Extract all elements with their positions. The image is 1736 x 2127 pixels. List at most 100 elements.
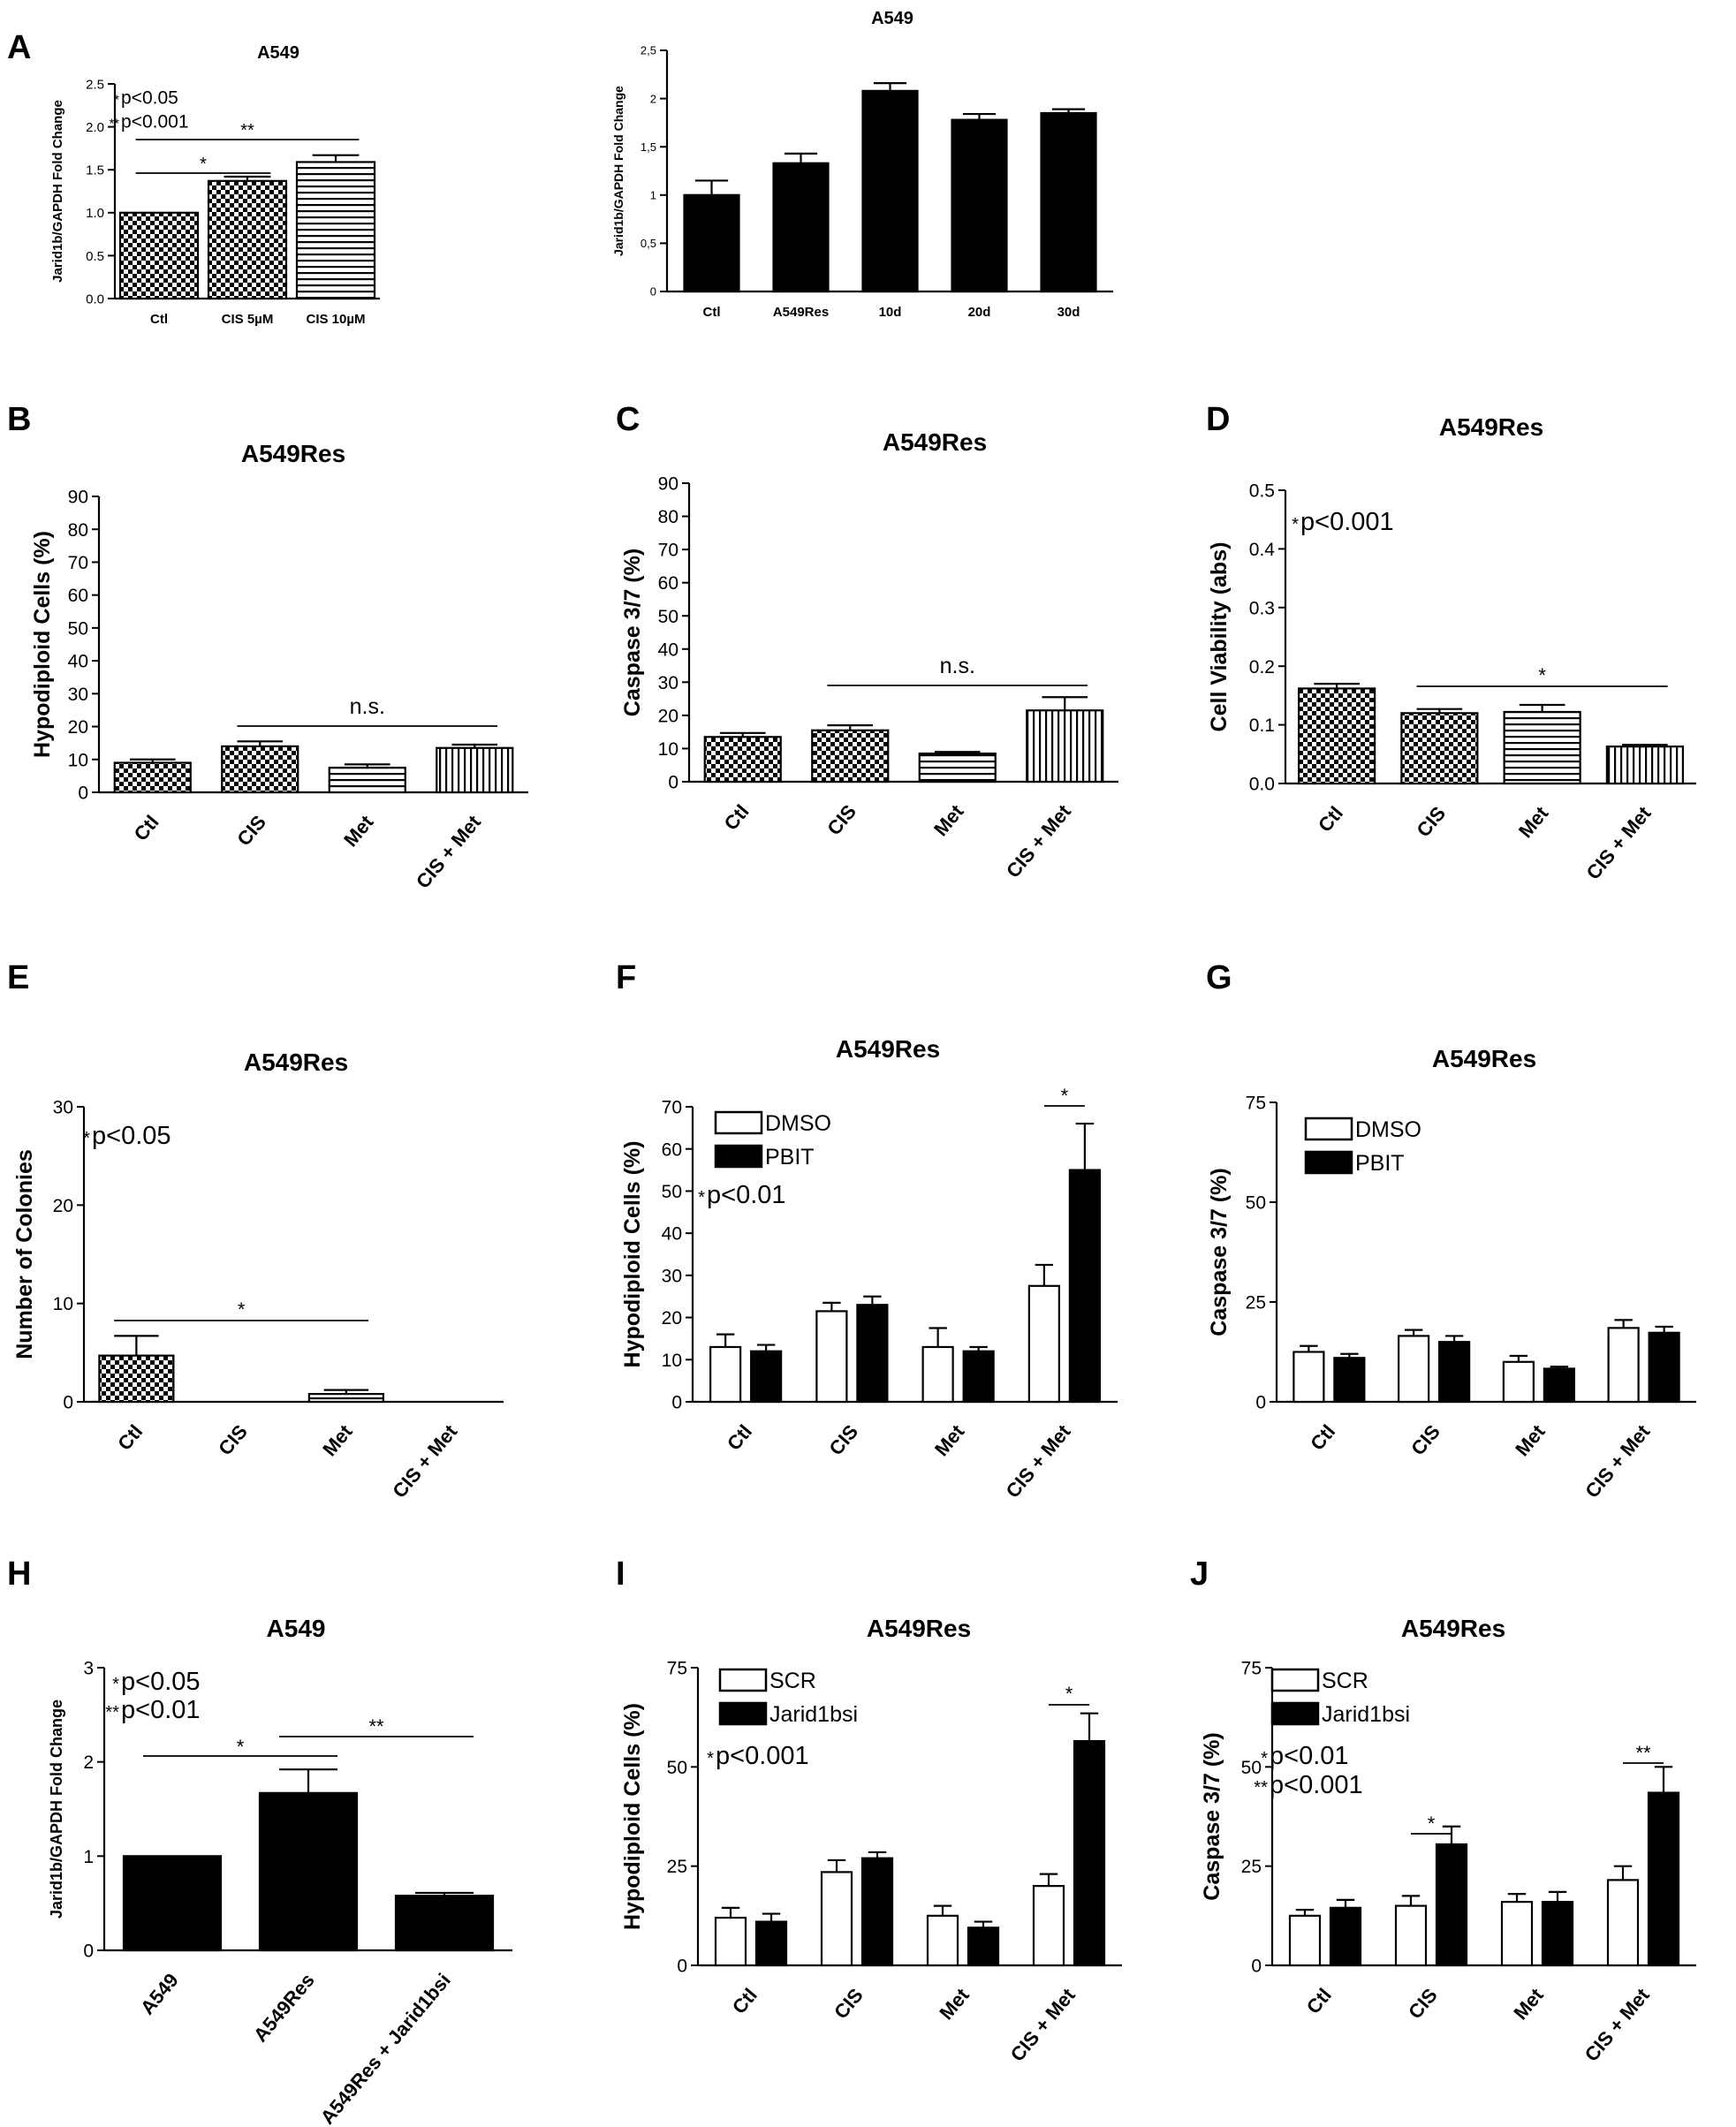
bar — [750, 1350, 783, 1404]
legend-label: DMSO — [765, 1111, 831, 1136]
x-tick-label: CIS + Met — [412, 811, 486, 893]
bar — [820, 1871, 853, 1967]
bar — [98, 1354, 175, 1404]
note-mark: * — [707, 1749, 714, 1768]
y-tick-label: 70 — [68, 553, 88, 573]
chart-title: A549Res — [883, 428, 987, 456]
y-tick-label: 0 — [63, 1393, 73, 1413]
y-tick-label: 50 — [662, 1182, 682, 1202]
y-axis-label: Jarid1b/GAPDH Fold Change — [50, 100, 65, 283]
y-tick-label: 10 — [68, 750, 88, 770]
bar — [394, 1895, 495, 1952]
x-tick-label: A549Res + Jarid1bsi — [316, 1969, 455, 2127]
y-tick-label: 0 — [677, 1957, 687, 1977]
x-tick-label: CIS — [1404, 1984, 1442, 2023]
x-tick-label: Ctl — [720, 800, 754, 835]
note-mark: * — [698, 1188, 705, 1207]
bar — [1607, 1327, 1640, 1404]
y-tick-label: 2.0 — [86, 120, 104, 135]
x-tick-label: Met — [1514, 802, 1553, 843]
chart-panel-c: C A549Res 0 10 20 30 40 50 60 70 80 90 Caspase 3/7 (… — [616, 401, 1118, 882]
y-tick-label: 80 — [68, 520, 88, 541]
bar — [113, 761, 192, 794]
significance-label: n.s. — [350, 694, 385, 719]
x-tick-label: Ctl — [150, 312, 168, 327]
note-mark: ** — [110, 117, 120, 131]
bar — [815, 1310, 848, 1404]
bar — [207, 179, 288, 300]
panel-label: C — [616, 401, 640, 438]
y-tick-label: 0.1 — [1249, 715, 1275, 736]
significance-note: p<0.05 — [121, 87, 178, 108]
chart-panel-a2: A549 0 0,5 1 1,5 2 2,5 Jarid1b/GAPDH Fold Chang… — [611, 9, 1113, 320]
bar — [709, 1345, 742, 1404]
y-tick-label: 90 — [658, 474, 678, 495]
significance-label: ** — [240, 121, 254, 140]
y-tick-label: 10 — [53, 1294, 73, 1314]
x-tick-label: Met — [339, 811, 378, 852]
legend-swatch — [718, 1668, 768, 1692]
y-axis-label: Number of Colonies — [12, 1149, 37, 1359]
y-tick-label: 40 — [658, 640, 678, 660]
x-tick-label: Met — [930, 1420, 969, 1461]
x-tick-label: CIS + Met — [1581, 1984, 1655, 2066]
x-tick-label: CIS 5µM — [222, 312, 274, 327]
x-tick-label: CIS + Met — [1006, 1984, 1080, 2066]
significance-label: n.s. — [940, 654, 975, 678]
significance-note: p<0.001 — [121, 111, 189, 132]
bar — [1500, 1901, 1534, 1967]
chart-panel-h: H A549 0 1 2 3 Jarid1b/GAPDH Fold Change A549 A5… — [7, 1556, 512, 2127]
y-tick-label: 1.0 — [86, 206, 104, 221]
chart-title: A549 — [267, 1615, 326, 1642]
legend-label: PBIT — [1355, 1151, 1405, 1176]
y-tick-label: 30 — [662, 1266, 682, 1286]
bar — [951, 118, 1008, 293]
x-tick-label: A549Res — [773, 305, 829, 320]
y-tick-label: 0 — [78, 783, 88, 804]
bar — [1298, 687, 1376, 785]
y-tick-label: 50 — [68, 618, 88, 639]
bar — [1438, 1341, 1471, 1404]
significance-label: * — [238, 1298, 246, 1321]
y-tick-label: 2 — [650, 92, 656, 105]
x-tick-label: 30d — [1058, 305, 1080, 320]
chart-panel-a: A A549 0.0 0.5 1.0 1.5 2.0 2.5 Jarid1b/GAPDH Fol… — [7, 29, 380, 327]
bar — [926, 1914, 959, 1967]
chart-panel-d: D A549Res 0.0 0.1 0.2 0.3 0.4 0.5 Cell Viability… — [1206, 401, 1696, 884]
y-tick-label: 20 — [658, 706, 678, 726]
bar — [861, 89, 919, 293]
x-tick-label: CIS — [1412, 802, 1450, 841]
bar — [703, 736, 782, 783]
bar — [1502, 1360, 1535, 1404]
panel-label: G — [1206, 959, 1232, 996]
x-tick-label: Met — [1509, 1984, 1548, 2025]
legend-label: SCR — [1322, 1669, 1368, 1693]
note-mark: * — [1292, 515, 1299, 534]
bar — [118, 211, 200, 300]
y-tick-label: 1 — [650, 188, 656, 201]
y-axis-label: Caspase 3/7 (%) — [1200, 1732, 1224, 1900]
y-tick-label: 40 — [662, 1224, 682, 1245]
y-tick-label: 0 — [1255, 1393, 1266, 1413]
significance-label: * — [1428, 1813, 1436, 1835]
y-tick-label: 0.0 — [86, 291, 104, 307]
bar — [860, 1857, 894, 1967]
y-tick-label: 75 — [1246, 1094, 1266, 1114]
y-tick-label: 80 — [658, 507, 678, 527]
y-tick-label: 60 — [658, 573, 678, 594]
chart-panel-b: B A549Res 0 10 20 30 40 50 60 70 80 90 Hypodiploid C… — [7, 401, 528, 893]
significance-label: * — [200, 155, 207, 174]
legend-swatch — [1270, 1668, 1320, 1692]
x-tick-label: CIS + Met — [388, 1420, 462, 1503]
significance-label: * — [237, 1736, 245, 1758]
significance-note: p<0.01 — [121, 1696, 201, 1724]
chart-title: A549Res — [836, 1035, 940, 1063]
x-tick-label: CIS — [1406, 1420, 1444, 1459]
x-tick-label: Ctl — [728, 1984, 762, 2018]
panel-label: A — [7, 29, 31, 66]
x-tick-label: Ctl — [113, 1420, 147, 1455]
bar — [962, 1350, 995, 1404]
bar — [1073, 1740, 1106, 1967]
x-tick-label: Ctl — [1306, 1420, 1339, 1455]
